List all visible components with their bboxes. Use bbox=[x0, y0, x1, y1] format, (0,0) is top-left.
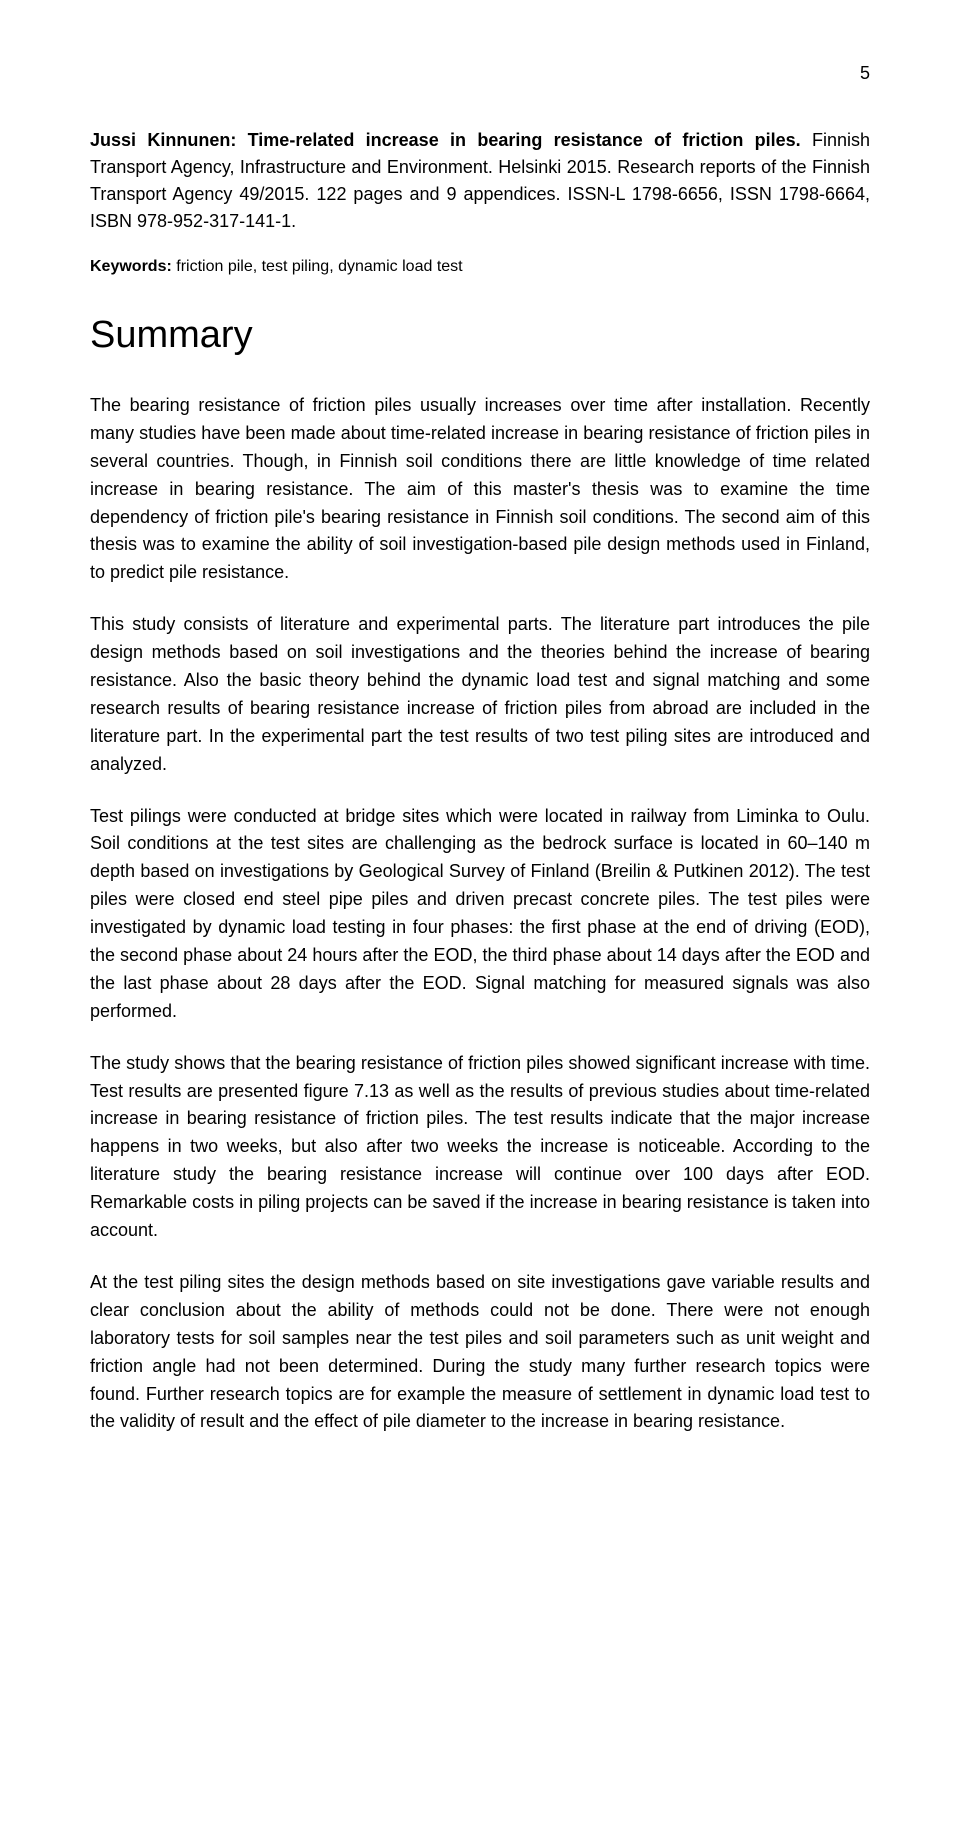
paragraph-5: At the test piling sites the design meth… bbox=[90, 1269, 870, 1436]
citation-block: Jussi Kinnunen: Time-related increase in… bbox=[90, 127, 870, 235]
summary-heading: Summary bbox=[90, 307, 870, 364]
citation-author-title: Jussi Kinnunen: Time-related increase in… bbox=[90, 130, 801, 150]
page-number: 5 bbox=[90, 60, 870, 87]
paragraph-4: The study shows that the bearing resista… bbox=[90, 1050, 870, 1245]
keywords-block: Keywords: friction pile, test piling, dy… bbox=[90, 255, 870, 279]
keywords-text: friction pile, test piling, dynamic load… bbox=[172, 258, 463, 275]
paragraph-2: This study consists of literature and ex… bbox=[90, 611, 870, 778]
paragraph-1: The bearing resistance of friction piles… bbox=[90, 392, 870, 587]
keywords-label: Keywords: bbox=[90, 258, 172, 275]
paragraph-3: Test pilings were conducted at bridge si… bbox=[90, 803, 870, 1026]
